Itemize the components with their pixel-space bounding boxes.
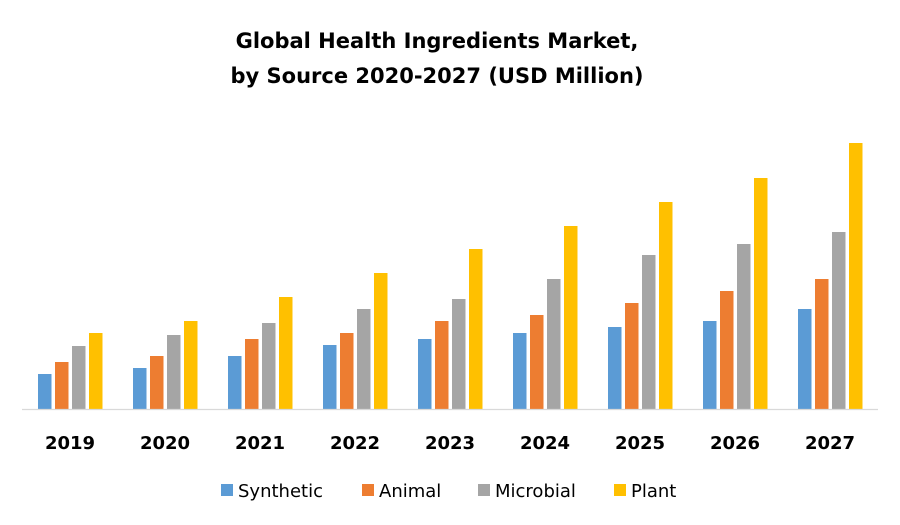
bar-animal-2021 (245, 339, 259, 409)
bar-animal-2022 (340, 333, 354, 409)
chart-title: Global Health Ingredients Market, (236, 29, 639, 53)
bar-plant-2026 (754, 178, 768, 409)
bar-plant-2020 (184, 321, 198, 409)
bar-plant-2019 (89, 333, 103, 409)
x-tick-label: 2019 (45, 433, 95, 454)
legend-label-microbial: Microbial (495, 481, 576, 502)
bar-plant-2027 (849, 143, 863, 409)
bar-microbial-2021 (262, 323, 276, 409)
legend-label-animal: Animal (379, 481, 441, 502)
bar-microbial-2025 (642, 255, 656, 409)
x-tick-label: 2022 (330, 433, 380, 454)
bar-animal-2020 (150, 356, 164, 409)
x-tick-label: 2020 (140, 433, 190, 454)
legend-swatch-plant (614, 484, 626, 496)
bar-synthetic-2025 (608, 327, 622, 409)
bar-plant-2021 (279, 297, 293, 409)
x-tick-label: 2023 (425, 433, 475, 454)
bar-synthetic-2027 (798, 309, 812, 409)
bar-microbial-2026 (737, 244, 751, 409)
bar-synthetic-2021 (228, 356, 242, 409)
bar-microbial-2019 (72, 346, 86, 409)
bar-microbial-2024 (547, 279, 561, 409)
bars (38, 143, 863, 409)
x-tick-label: 2021 (235, 433, 285, 454)
bar-animal-2019 (55, 362, 69, 409)
bar-animal-2026 (720, 291, 734, 409)
chart-subtitle: by Source 2020-2027 (USD Million) (231, 64, 644, 88)
legend-swatch-synthetic (221, 484, 233, 496)
x-tick-label: 2025 (615, 433, 665, 454)
bar-microbial-2027 (832, 232, 846, 409)
bar-plant-2023 (469, 249, 483, 409)
legend-swatch-animal (362, 484, 374, 496)
bar-animal-2025 (625, 303, 639, 409)
x-tick-label: 2026 (710, 433, 760, 454)
bar-synthetic-2020 (133, 368, 147, 409)
bar-plant-2022 (374, 273, 388, 409)
legend-label-plant: Plant (631, 481, 676, 502)
legend-label-synthetic: Synthetic (238, 481, 323, 502)
bar-synthetic-2023 (418, 339, 432, 409)
bar-synthetic-2026 (703, 321, 717, 409)
bar-synthetic-2019 (38, 374, 52, 409)
x-tick-label: 2027 (805, 433, 855, 454)
bar-microbial-2022 (357, 309, 371, 409)
bar-animal-2027 (815, 279, 829, 409)
x-axis-ticks: 2019 2020 2021 2022 2023 2024 2025 2026 2027 (45, 433, 855, 454)
bar-microbial-2020 (167, 335, 181, 409)
bar-plant-2024 (564, 226, 578, 409)
bar-plant-2025 (659, 202, 673, 409)
legend: Synthetic Animal Microbial Plant (221, 481, 676, 502)
bar-synthetic-2022 (323, 345, 337, 409)
bar-animal-2023 (435, 321, 449, 409)
bar-animal-2024 (530, 315, 544, 409)
legend-swatch-microbial (478, 484, 490, 496)
x-tick-label: 2024 (520, 433, 570, 454)
bar-synthetic-2024 (513, 333, 527, 409)
bar-microbial-2023 (452, 299, 466, 409)
